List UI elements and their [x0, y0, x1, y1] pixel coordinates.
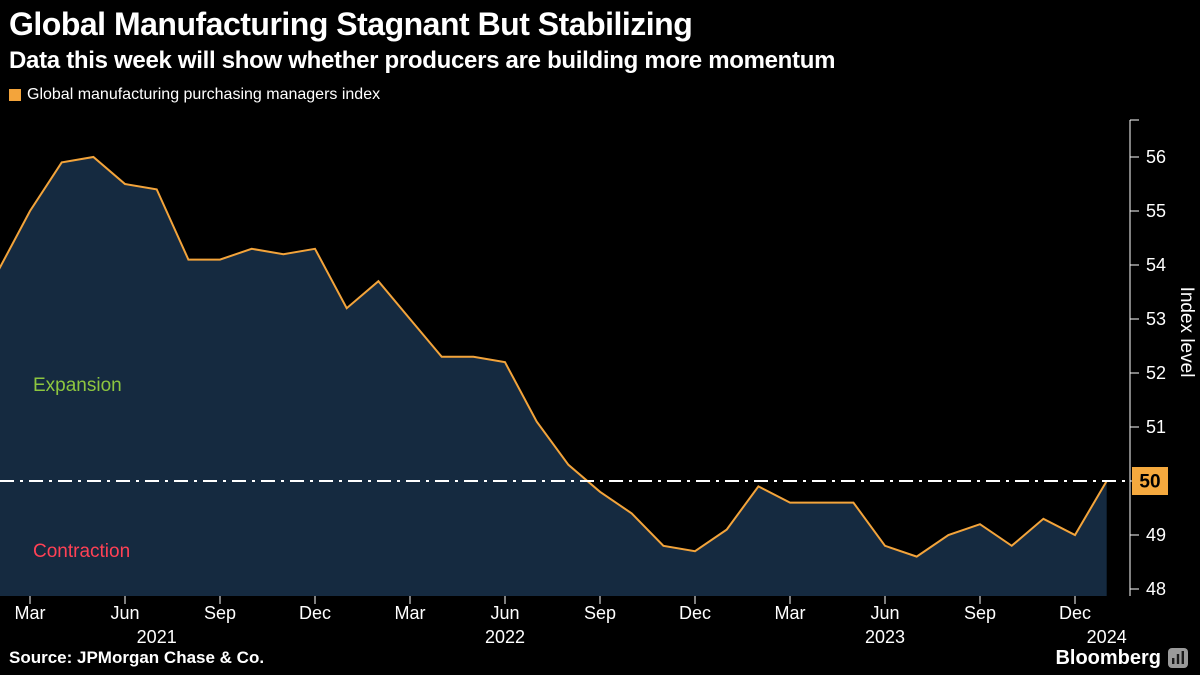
- legend-label: Global manufacturing purchasing managers…: [27, 86, 381, 103]
- x-tick-label: Dec: [299, 603, 331, 623]
- y-tick-label: 54: [1146, 255, 1166, 275]
- x-tick-label: Sep: [204, 603, 236, 623]
- source-text: Source: JPMorgan Chase & Co.: [9, 648, 265, 667]
- legend: Global manufacturing purchasing managers…: [9, 86, 1200, 104]
- chart-footer: Source: JPMorgan Chase & Co. Bloomberg: [9, 645, 1188, 671]
- x-tick-label: Sep: [584, 603, 616, 623]
- expansion-annotation: Expansion: [33, 375, 122, 396]
- year-label: 2021: [137, 627, 177, 647]
- x-tick-label: Jun: [870, 603, 899, 623]
- year-label: 2022: [485, 627, 525, 647]
- legend-swatch-icon: [9, 89, 21, 101]
- pmi-area-fill: [0, 157, 1107, 596]
- y-tick-label: 49: [1146, 525, 1166, 545]
- y-tick-label: 53: [1146, 309, 1166, 329]
- reference-badge: [1132, 467, 1168, 495]
- x-tick-label: Mar: [15, 603, 46, 623]
- page-title: Global Manufacturing Stagnant But Stabil…: [9, 6, 693, 42]
- y-tick-label: 55: [1146, 201, 1166, 221]
- x-tick-label: Sep: [964, 603, 996, 623]
- y-tick-label: 48: [1146, 579, 1166, 599]
- chart-header: Global Manufacturing Stagnant But Stabil…: [9, 6, 1200, 104]
- bloomberg-terminal-icon: [1168, 648, 1188, 668]
- page-subtitle: Data this week will show whether produce…: [9, 47, 836, 74]
- y-axis-title: Index level: [1176, 287, 1197, 378]
- x-tick-label: Jun: [110, 603, 139, 623]
- reference-badge-label: 50: [1139, 472, 1160, 493]
- pmi-line: [0, 155, 1108, 558]
- bloomberg-logo: Bloomberg: [1055, 647, 1188, 670]
- bloomberg-wordmark: Bloomberg: [1055, 646, 1161, 669]
- year-label: 2023: [865, 627, 905, 647]
- y-tick-label: 56: [1146, 147, 1166, 167]
- year-label: 2024: [1087, 627, 1127, 647]
- x-tick-label: Dec: [679, 603, 711, 623]
- y-tick-label: 52: [1146, 363, 1166, 383]
- contraction-annotation: Contraction: [33, 541, 130, 562]
- x-tick-label: Jun: [490, 603, 519, 623]
- x-tick-label: Mar: [775, 603, 806, 623]
- x-tick-label: Dec: [1059, 603, 1091, 623]
- y-tick-label: 51: [1146, 417, 1166, 437]
- x-tick-label: Mar: [395, 603, 426, 623]
